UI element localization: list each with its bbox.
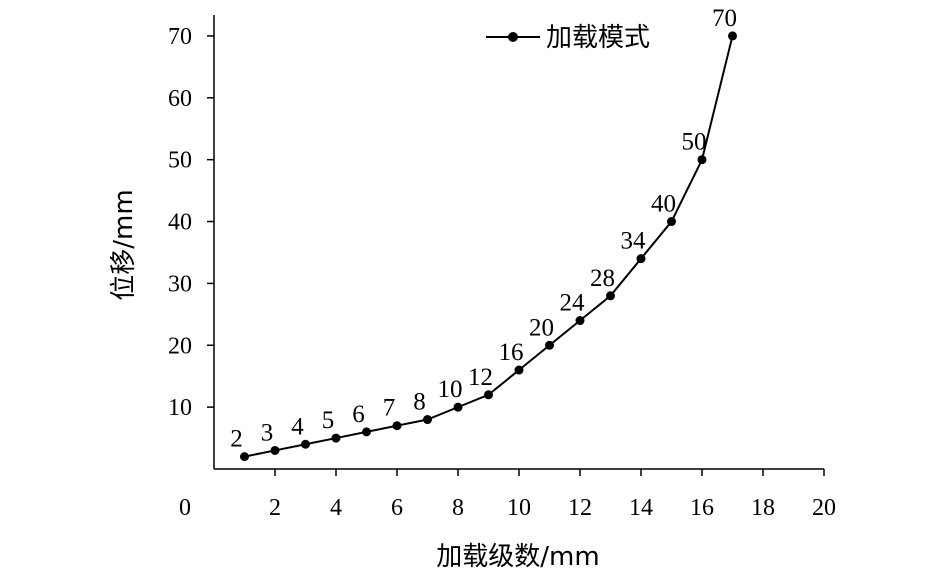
data-label: 28	[590, 265, 615, 292]
y-tick-label: 20	[168, 333, 192, 359]
x-tick-label: 4	[330, 495, 342, 521]
data-point	[423, 415, 432, 425]
data-point	[636, 254, 646, 264]
data-label: 24	[560, 290, 586, 317]
data-label: 34	[621, 228, 647, 255]
legend: 加载模式	[486, 23, 650, 53]
y-ticks: 10 20 30 40 50 60 70	[168, 24, 214, 421]
y-tick-label: 60	[168, 86, 192, 112]
x-ticks: 0 2 4 6 8 10 12 14 16 18 20	[179, 469, 836, 521]
data-point	[667, 217, 676, 227]
x-tick-label: 8	[452, 495, 464, 521]
data-label: 10	[438, 376, 463, 403]
data-point	[331, 433, 341, 443]
data-point	[484, 390, 493, 400]
data-label: 6	[352, 401, 365, 428]
data-point	[270, 445, 280, 455]
data-point	[575, 316, 585, 326]
data-point	[301, 439, 310, 449]
data-label: 8	[413, 389, 426, 416]
x-axis-title: 加载级数/mm	[436, 542, 599, 572]
data-point	[606, 291, 615, 301]
data-point	[545, 340, 554, 350]
data-label: 5	[322, 407, 335, 434]
x-tick-label: 14	[629, 495, 653, 521]
data-point	[514, 365, 524, 375]
data-label: 70	[712, 5, 737, 32]
x-tick-label: 6	[391, 495, 403, 521]
data-label: 16	[499, 339, 524, 366]
y-tick-label: 50	[168, 148, 192, 174]
data-point	[697, 155, 707, 165]
x-tick-label: 12	[568, 495, 592, 521]
axes	[213, 15, 824, 470]
y-tick-label: 40	[168, 210, 192, 236]
data-label: 40	[651, 191, 676, 218]
data-point	[392, 421, 402, 431]
data-label: 12	[468, 364, 493, 391]
legend-entry-label: 加载模式	[546, 23, 650, 53]
data-label: 50	[682, 129, 707, 156]
data-label: 3	[261, 419, 274, 446]
y-tick-label: 70	[168, 24, 192, 50]
data-point	[362, 427, 371, 437]
y-tick-label: 30	[168, 271, 192, 297]
x-tick-label: 18	[751, 495, 775, 521]
x-tick-label: 10	[507, 495, 531, 521]
x-tick-label: 20	[812, 495, 836, 521]
data-point	[240, 452, 249, 462]
data-label: 4	[291, 413, 304, 440]
data-point	[453, 402, 463, 412]
y-axis-title: 位移/mm	[109, 189, 139, 300]
x-tick-label: 2	[269, 495, 281, 521]
x-tick-label: 0	[179, 495, 191, 521]
data-label: 7	[383, 395, 396, 422]
x-tick-label: 16	[690, 495, 714, 521]
data-label: 20	[529, 314, 554, 341]
data-point	[728, 31, 737, 41]
legend-point-marker	[508, 32, 518, 42]
data-label: 2	[230, 426, 243, 453]
y-tick-label: 10	[168, 395, 192, 421]
